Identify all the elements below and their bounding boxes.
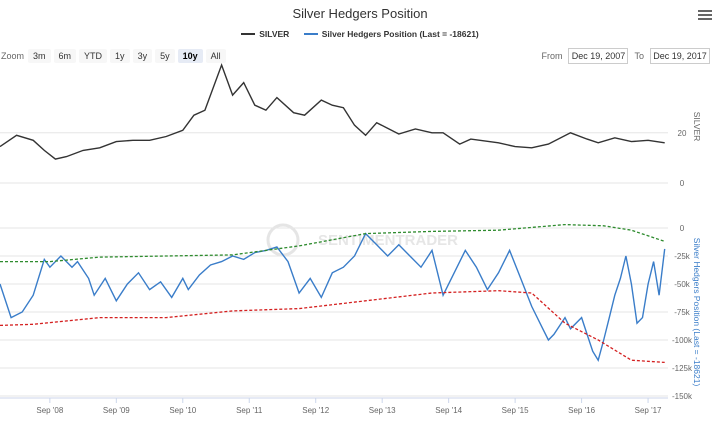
watermark-logo (266, 223, 300, 257)
zoom-button-3m[interactable]: 3m (28, 49, 51, 63)
legend-label-silver: SILVER (259, 29, 290, 39)
y-tick-label-p0-1: 0 (680, 179, 685, 188)
from-date-input[interactable]: Dec 19, 2007 (568, 48, 629, 64)
x-tick-label-3: Sep '11 (236, 406, 263, 415)
series-line-silver (0, 62, 665, 160)
x-tick-label-8: Sep '16 (568, 406, 595, 415)
x-tick-label-9: Sep '17 (635, 406, 662, 415)
zoom-button-3y[interactable]: 3y (132, 49, 153, 63)
y-tick-label-p1-6: -150k (672, 392, 693, 401)
legend-item-silver[interactable]: SILVER (241, 29, 289, 39)
zoom-toolbar: Zoom 3m 6m YTD 1y 3y 5y 10y All (1, 49, 229, 63)
x-tick-label-7: Sep '15 (502, 406, 529, 415)
series-line-silver-hedgers-position (0, 232, 666, 362)
x-tick-label-2: Sep '10 (169, 406, 196, 415)
zoom-button-all[interactable]: All (205, 49, 226, 63)
y-tick-label-p1-0: 0 (680, 224, 685, 233)
y-tick-label-p0-0: 20 (678, 129, 687, 138)
x-tick-label-6: Sep '14 (435, 406, 462, 415)
legend-item-hedgers[interactable]: Silver Hedgers Position (Last = -18621) (303, 29, 479, 39)
to-label: To (634, 51, 644, 61)
legend: SILVER Silver Hedgers Position (Last = -… (0, 27, 720, 39)
x-tick-label-1: Sep '09 (103, 406, 130, 415)
date-range: From Dec 19, 2007 To Dec 19, 2017 (541, 48, 716, 64)
series-line-upper-band (0, 223, 665, 263)
to-date-input[interactable]: Dec 19, 2017 (650, 48, 710, 64)
y-axis-title-p0: SILVER (692, 112, 702, 142)
series-line-lower-band (0, 290, 665, 364)
menu-icon[interactable] (698, 8, 712, 22)
y-tick-label-p1-3: -75k (674, 308, 691, 317)
y-tick-label-p1-4: -100k (672, 336, 693, 345)
zoom-button-ytd[interactable]: YTD (79, 49, 108, 63)
zoom-label: Zoom (1, 51, 25, 61)
x-tick-label-0: Sep '08 (36, 406, 63, 415)
x-tick-label-5: Sep '13 (369, 406, 396, 415)
y-tick-label-p1-5: -125k (672, 364, 693, 373)
legend-label-hedgers: Silver Hedgers Position (Last = -18621) (321, 29, 479, 39)
chart-title: Silver Hedgers Position (292, 6, 428, 21)
y-tick-label-p1-1: -25k (674, 252, 691, 261)
from-label: From (541, 51, 563, 61)
y-axis-title-p1: Silver Hedgers Position (Last = -18621) (692, 238, 702, 387)
x-tick-label-4: Sep '12 (302, 406, 329, 415)
y-tick-label-p1-2: -50k (674, 280, 691, 289)
zoom-button-5y[interactable]: 5y (155, 49, 175, 63)
legend-swatch-silver (241, 33, 256, 35)
zoom-button-6m[interactable]: 6m (53, 49, 77, 63)
watermark-text: SENTIMENTRADER (318, 232, 458, 249)
legend-swatch-hedgers (303, 33, 318, 35)
zoom-button-1y[interactable]: 1y (110, 49, 130, 63)
zoom-button-10y[interactable]: 10y (177, 49, 203, 63)
